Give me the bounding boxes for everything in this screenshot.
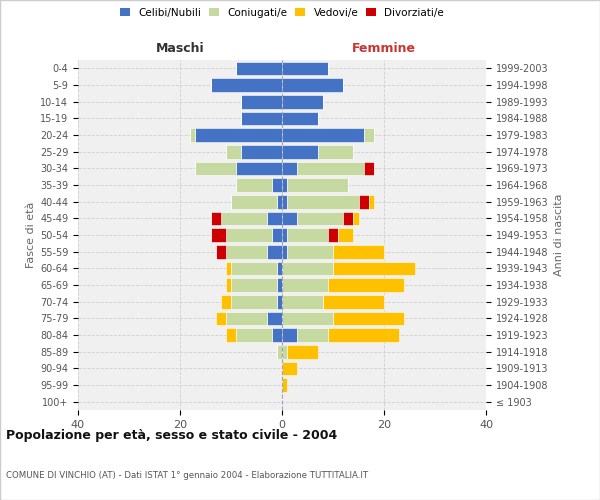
Bar xyxy=(241,95,282,108)
Text: Femmine: Femmine xyxy=(352,42,416,55)
Bar xyxy=(236,62,282,75)
Bar xyxy=(298,212,343,225)
Bar xyxy=(328,278,404,292)
Bar xyxy=(267,312,282,325)
Bar xyxy=(272,178,282,192)
Bar xyxy=(298,162,364,175)
Bar xyxy=(369,195,374,208)
Bar xyxy=(226,312,267,325)
Bar xyxy=(287,245,333,258)
Bar xyxy=(282,95,323,108)
Bar xyxy=(343,212,353,225)
Bar xyxy=(226,262,231,275)
Bar xyxy=(282,295,323,308)
Bar xyxy=(282,128,364,142)
Bar xyxy=(282,62,328,75)
Bar xyxy=(282,78,343,92)
Y-axis label: Fasce di età: Fasce di età xyxy=(26,202,36,268)
Bar xyxy=(241,112,282,125)
Bar xyxy=(318,145,353,158)
Bar xyxy=(231,262,277,275)
Bar xyxy=(277,278,282,292)
Bar xyxy=(282,362,298,375)
Bar xyxy=(282,245,287,258)
Bar xyxy=(333,262,415,275)
Bar xyxy=(328,228,338,242)
Bar xyxy=(282,162,298,175)
Bar xyxy=(287,178,349,192)
Bar xyxy=(231,295,277,308)
Bar xyxy=(236,178,272,192)
Bar xyxy=(359,195,369,208)
Bar xyxy=(333,245,384,258)
Bar xyxy=(282,328,298,342)
Bar xyxy=(267,245,282,258)
Bar xyxy=(282,345,287,358)
Bar xyxy=(282,278,328,292)
Bar xyxy=(277,195,282,208)
Bar xyxy=(282,212,298,225)
Bar xyxy=(282,112,318,125)
Bar xyxy=(226,228,272,242)
Text: Maschi: Maschi xyxy=(155,42,205,55)
Bar xyxy=(226,145,241,158)
Bar xyxy=(338,228,353,242)
Bar xyxy=(231,195,277,208)
Bar xyxy=(231,278,277,292)
Legend: Celibi/Nubili, Coniugati/e, Vedovi/e, Divorziati/e: Celibi/Nubili, Coniugati/e, Vedovi/e, Di… xyxy=(120,8,444,18)
Bar xyxy=(333,312,404,325)
Bar xyxy=(211,228,226,242)
Y-axis label: Anni di nascita: Anni di nascita xyxy=(554,194,564,276)
Bar xyxy=(282,195,287,208)
Text: COMUNE DI VINCHIO (AT) - Dati ISTAT 1° gennaio 2004 - Elaborazione TUTTITALIA.IT: COMUNE DI VINCHIO (AT) - Dati ISTAT 1° g… xyxy=(6,471,368,480)
Bar xyxy=(190,128,196,142)
Bar xyxy=(211,212,221,225)
Bar xyxy=(196,128,282,142)
Bar xyxy=(287,228,328,242)
Bar xyxy=(364,128,374,142)
Bar xyxy=(277,295,282,308)
Bar xyxy=(216,312,226,325)
Bar xyxy=(277,345,282,358)
Text: Popolazione per età, sesso e stato civile - 2004: Popolazione per età, sesso e stato civil… xyxy=(6,430,337,442)
Bar xyxy=(241,145,282,158)
Bar xyxy=(353,212,359,225)
Bar xyxy=(282,262,333,275)
Bar xyxy=(282,145,318,158)
Bar xyxy=(221,212,267,225)
Bar xyxy=(216,245,226,258)
Bar xyxy=(277,262,282,275)
Bar xyxy=(287,345,318,358)
Bar xyxy=(287,195,359,208)
Bar xyxy=(298,328,328,342)
Bar xyxy=(196,162,236,175)
Bar xyxy=(221,295,231,308)
Bar xyxy=(226,245,267,258)
Bar xyxy=(211,78,282,92)
Bar xyxy=(236,328,272,342)
Bar xyxy=(364,162,374,175)
Bar xyxy=(328,328,400,342)
Bar xyxy=(282,378,287,392)
Bar xyxy=(267,212,282,225)
Bar xyxy=(226,278,231,292)
Bar xyxy=(282,178,287,192)
Bar xyxy=(323,295,384,308)
Bar xyxy=(226,328,236,342)
Bar xyxy=(272,328,282,342)
Bar xyxy=(272,228,282,242)
Bar xyxy=(236,162,282,175)
Bar xyxy=(282,228,287,242)
Bar xyxy=(282,312,333,325)
